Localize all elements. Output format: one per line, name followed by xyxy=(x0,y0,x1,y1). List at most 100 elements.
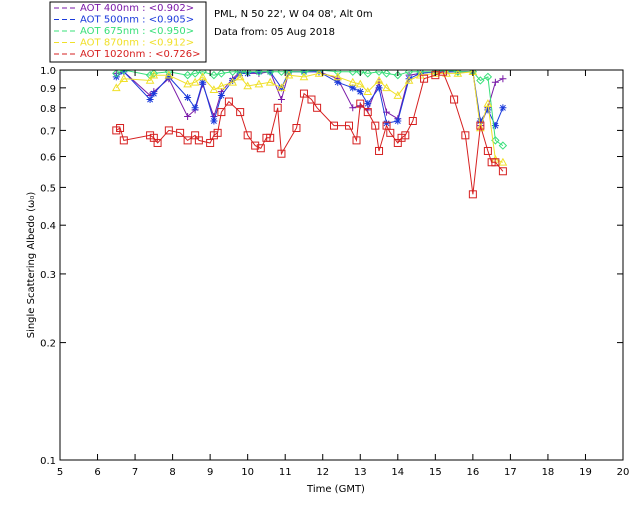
data-point xyxy=(499,75,507,83)
data-point xyxy=(213,128,222,137)
data-point xyxy=(468,190,477,199)
data-point xyxy=(491,78,499,86)
plot-frame xyxy=(59,69,624,461)
data-point xyxy=(198,72,207,81)
data-point xyxy=(199,78,207,86)
data-point xyxy=(149,70,159,78)
data-point xyxy=(374,70,384,76)
data-point xyxy=(149,70,159,79)
x-tick-label: 18 xyxy=(542,467,555,478)
data-point xyxy=(206,138,215,147)
data-point xyxy=(476,117,484,125)
data-point xyxy=(408,116,417,125)
data-point xyxy=(119,70,129,75)
data-point xyxy=(404,70,414,76)
data-point xyxy=(329,121,338,130)
data-point xyxy=(383,119,391,127)
data-point xyxy=(217,108,226,117)
data-point xyxy=(363,108,372,117)
data-point xyxy=(112,70,121,78)
data-point xyxy=(235,72,245,81)
data-point xyxy=(307,95,316,104)
legend-entry: AOT 870nm : <0.912> xyxy=(80,38,194,49)
data-point xyxy=(277,96,285,104)
x-tick-label: 20 xyxy=(617,467,630,478)
x-tick-label: 13 xyxy=(354,467,367,478)
data-point xyxy=(176,128,185,137)
data-point xyxy=(438,70,447,76)
x-axis-title: Time (GMT) xyxy=(306,484,365,495)
data-point xyxy=(277,83,286,92)
y-tick-label: 0.1 xyxy=(40,456,56,467)
data-point xyxy=(499,104,507,112)
data-point xyxy=(450,95,459,104)
data-point xyxy=(430,70,440,77)
data-point xyxy=(491,158,500,167)
series-3 xyxy=(111,70,508,166)
data-point xyxy=(334,78,342,86)
y-tick-label: 0.5 xyxy=(40,183,56,194)
data-point xyxy=(229,76,237,84)
data-point xyxy=(191,104,199,112)
data-point xyxy=(386,128,395,137)
data-point xyxy=(190,77,200,86)
data-point xyxy=(209,70,219,80)
data-point xyxy=(483,146,492,155)
data-point xyxy=(363,70,372,78)
y-tick-label: 0.7 xyxy=(40,126,56,137)
data-point xyxy=(236,108,245,117)
data-point xyxy=(453,70,463,76)
data-point xyxy=(111,83,121,92)
data-point xyxy=(273,103,282,112)
data-point xyxy=(476,76,485,85)
series-4 xyxy=(112,70,507,199)
data-point xyxy=(266,133,275,142)
data-point xyxy=(228,77,238,86)
data-point xyxy=(153,138,162,147)
data-point xyxy=(243,81,253,90)
data-point xyxy=(364,100,372,108)
data-point xyxy=(164,126,173,135)
data-point xyxy=(375,146,384,155)
y-tick-label: 0.3 xyxy=(40,270,56,281)
data-point xyxy=(348,77,358,86)
y-tick-label: 0.2 xyxy=(40,339,56,350)
data-point xyxy=(254,70,264,76)
x-tick-label: 10 xyxy=(241,467,254,478)
data-point xyxy=(382,70,391,78)
data-point xyxy=(299,70,309,76)
x-tick-label: 6 xyxy=(94,467,100,478)
data-point xyxy=(284,70,294,79)
data-point xyxy=(164,70,174,79)
y-tick-label: 1.0 xyxy=(40,66,56,77)
data-point xyxy=(333,72,343,81)
y-tick-label: 0.4 xyxy=(40,221,56,232)
x-tick-label: 12 xyxy=(316,467,329,478)
data-point xyxy=(265,70,275,76)
data-point xyxy=(348,70,357,76)
data-point xyxy=(184,94,192,102)
data-point xyxy=(299,89,308,98)
data-point xyxy=(333,70,342,76)
data-point xyxy=(292,124,301,133)
data-point xyxy=(265,77,275,86)
data-point xyxy=(345,121,354,130)
site-info: PML, N 50 22', W 04 08', Alt 0m xyxy=(214,9,373,20)
data-point xyxy=(349,104,357,112)
data-point xyxy=(194,136,203,145)
data-point xyxy=(183,70,192,80)
y-tick-label: 0.8 xyxy=(40,104,56,115)
data-point xyxy=(217,92,225,100)
x-tick-label: 19 xyxy=(579,467,592,478)
data-point xyxy=(251,141,260,150)
data-point xyxy=(382,83,391,92)
data-point xyxy=(145,75,155,84)
data-point xyxy=(209,85,219,94)
y-axis-title: Single Scattering Albedo (ω₀) xyxy=(26,192,37,339)
data-point xyxy=(363,87,373,95)
data-point xyxy=(498,141,508,150)
data-point xyxy=(217,70,226,78)
y-tick-label: 0.6 xyxy=(40,153,56,164)
data-point xyxy=(228,70,237,76)
